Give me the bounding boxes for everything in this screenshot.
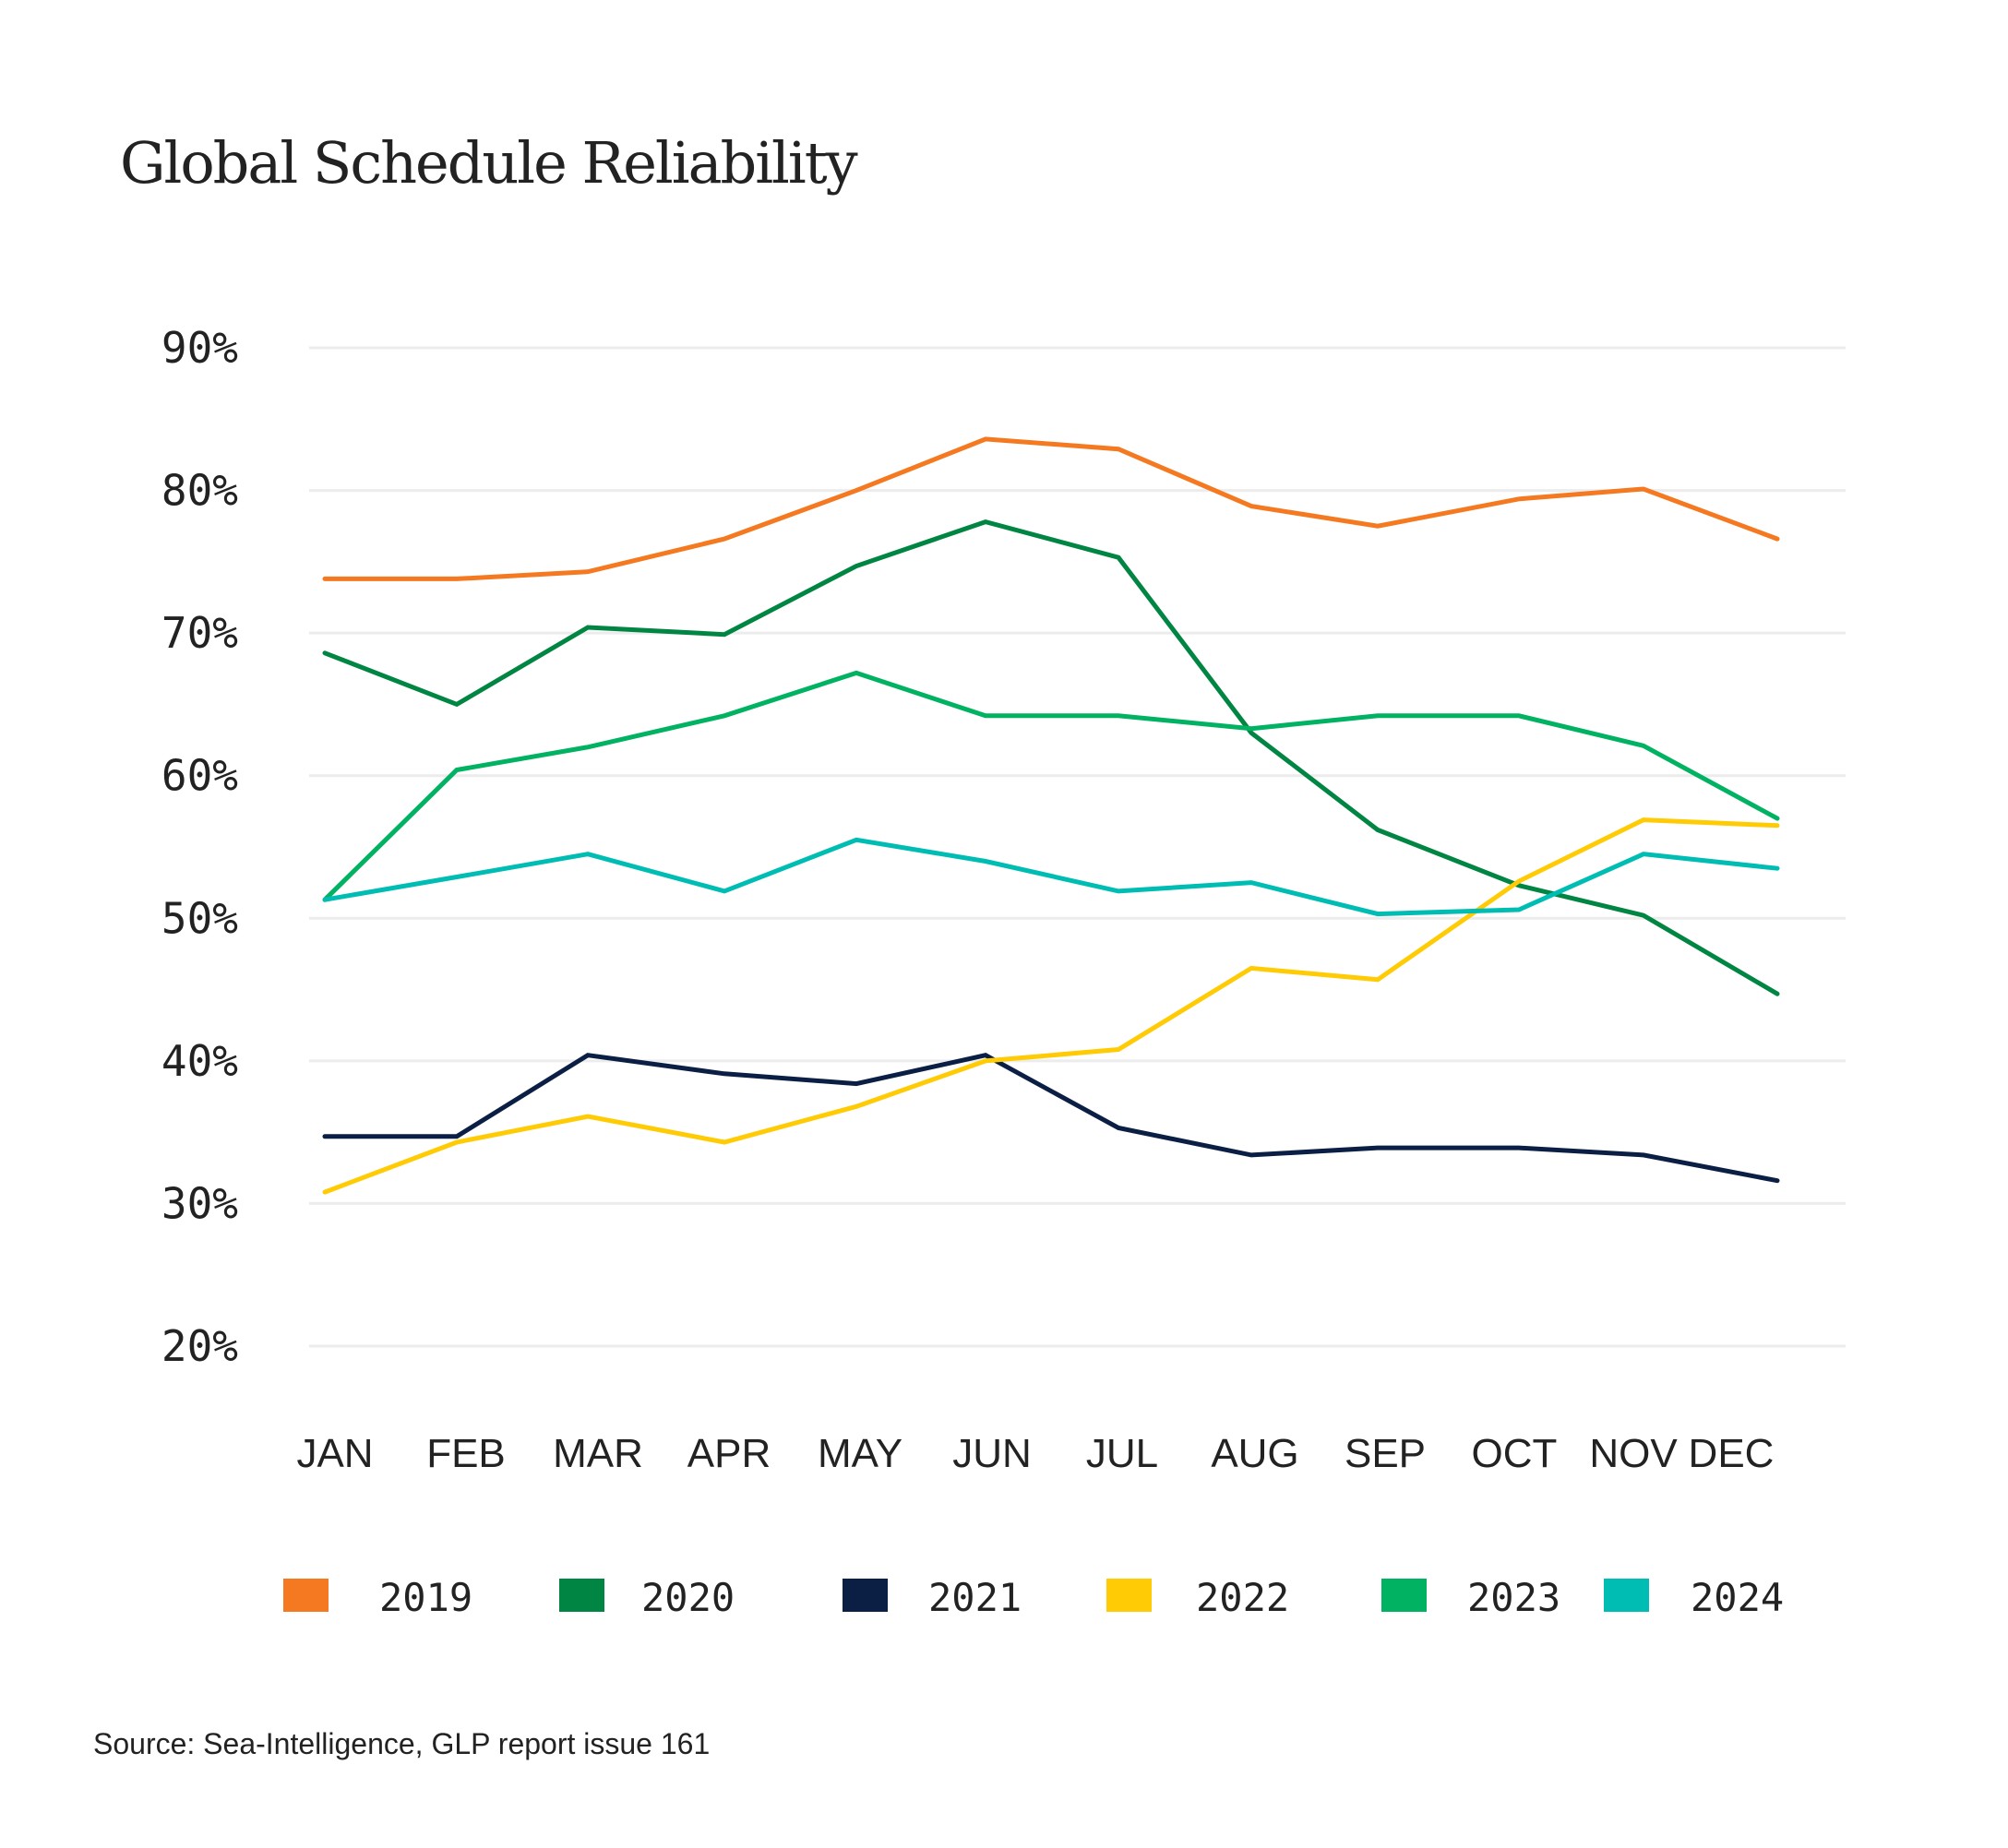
x-tick-label: NOV xyxy=(1589,1431,1678,1476)
chart-title: Global Schedule Reliability xyxy=(120,129,858,197)
legend-label-2019: 2019 xyxy=(379,1575,472,1620)
legend-swatch-2020 xyxy=(559,1579,604,1612)
legend-label-2022: 2022 xyxy=(1196,1575,1289,1620)
series-line-2019 xyxy=(322,436,1780,581)
legend-label-2024: 2024 xyxy=(1691,1575,1784,1620)
legend-swatch-2023 xyxy=(1381,1579,1427,1612)
legend-swatch-2024 xyxy=(1604,1579,1649,1612)
series-line-2020 xyxy=(322,519,1780,996)
series-line-2021 xyxy=(322,1053,1780,1184)
y-tick-label: 60% xyxy=(161,751,238,801)
gridlines xyxy=(309,346,1846,1348)
source-note: Source: Sea-Intelligence, GLP report iss… xyxy=(93,1727,711,1760)
series-lines xyxy=(322,436,1780,1195)
y-tick-label: 70% xyxy=(161,608,238,658)
y-axis: 90% 80% 70% 60% 50% 40% 30% 20% xyxy=(161,323,238,1371)
x-tick-label: AUG xyxy=(1211,1431,1298,1476)
legend-label-2020: 2020 xyxy=(641,1575,735,1620)
x-axis: JAN FEB MAR APR MAY JUN JUL AUG SEP OCT NOV DEC xyxy=(296,1431,1774,1476)
series-line-2024 xyxy=(322,837,1780,917)
x-tick-label: SEP xyxy=(1345,1431,1426,1476)
x-tick-label: APR xyxy=(687,1431,771,1476)
x-tick-label: JUN xyxy=(952,1431,1032,1476)
x-tick-label: DEC xyxy=(1689,1431,1775,1476)
y-tick-label: 80% xyxy=(161,466,238,516)
y-tick-label: 90% xyxy=(161,323,238,373)
y-tick-label: 50% xyxy=(161,893,238,943)
legend-swatch-2022 xyxy=(1106,1579,1152,1612)
y-tick-label: 30% xyxy=(161,1178,238,1228)
legend-swatch-2021 xyxy=(843,1579,888,1612)
x-tick-label: MAY xyxy=(818,1431,902,1476)
y-tick-label: 40% xyxy=(161,1036,238,1086)
x-tick-label: FEB xyxy=(426,1431,506,1476)
x-tick-label: JAN xyxy=(296,1431,373,1476)
x-tick-label: OCT xyxy=(1472,1431,1558,1476)
series-line-2023 xyxy=(322,670,1780,902)
legend: 2019 2020 2021 2022 2023 2024 xyxy=(283,1575,1784,1620)
series-line-2022 xyxy=(322,817,1780,1195)
y-tick-label: 20% xyxy=(161,1321,238,1371)
x-tick-label: JUL xyxy=(1086,1431,1158,1476)
x-tick-label: MAR xyxy=(553,1431,643,1476)
legend-label-2023: 2023 xyxy=(1467,1575,1560,1620)
legend-swatch-2019 xyxy=(283,1579,329,1612)
legend-label-2021: 2021 xyxy=(928,1575,1022,1620)
